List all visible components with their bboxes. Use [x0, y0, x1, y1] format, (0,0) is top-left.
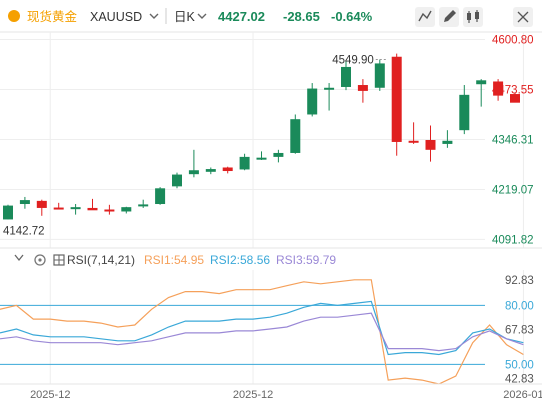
candle-body [256, 157, 267, 160]
time-tick-label: 2026-01 [503, 389, 542, 401]
edit-button[interactable] [439, 7, 459, 27]
rsi-series-line-rsi3 [0, 312, 524, 352]
rsi-grid [0, 270, 524, 384]
candle-body [36, 200, 47, 208]
candle-body [476, 80, 487, 85]
candle-body [104, 209, 115, 212]
rsi-axis: 92.83 80.00 67.83 50.00 42.83 [505, 275, 534, 385]
price-tick-label: 4091.82 [492, 234, 534, 246]
low-price-annotation: 4142.72 [3, 225, 45, 237]
symbol-dropdown-icon[interactable] [149, 13, 159, 19]
candle-body [459, 94, 470, 131]
candle-body [273, 152, 284, 157]
candle-body [408, 140, 419, 143]
rsi-grid-icon[interactable] [53, 254, 65, 266]
collapse-icon [517, 11, 529, 23]
candle-body [155, 188, 166, 205]
candle-body [493, 81, 504, 96]
time-tick-label: 2025-12 [30, 389, 70, 401]
candle-body [324, 87, 335, 90]
price-annotations: 4549.90 4142.72 [3, 55, 386, 237]
candle-body [53, 207, 64, 210]
price-tick-label: 4600.80 [492, 35, 534, 47]
chart-header: 现货黄金 XAUUSD 日K 4427.02 -28.65 -0.64% [8, 7, 533, 27]
candle-type-button[interactable] [463, 7, 483, 27]
rsi-series-line-rsi1 [0, 279, 524, 385]
candle-body [121, 207, 132, 212]
candle-body [172, 174, 182, 187]
candle-body [70, 207, 81, 210]
rsi-settings-icon[interactable] [34, 254, 46, 266]
instrument-name[interactable]: 现货黄金 [27, 9, 78, 24]
candle-body [307, 88, 318, 115]
candle-body [357, 85, 368, 91]
period-label[interactable]: 日K [174, 10, 196, 24]
candle-body [205, 169, 216, 172]
period-dropdown-icon[interactable] [197, 13, 207, 19]
rsi-tick-label: 42.83 [505, 373, 534, 385]
price-change-pct: -0.64% [331, 9, 373, 24]
indicator-icon [418, 10, 432, 22]
candle-body [510, 94, 520, 103]
rsi-lines [0, 279, 524, 385]
rsi-tick-label: 67.83 [505, 324, 534, 336]
gold-symbol-icon [8, 10, 20, 22]
price-change: -28.65 [283, 9, 320, 24]
rsi-collapse-icon[interactable] [14, 254, 24, 262]
candle-body [425, 140, 436, 150]
symbol-label[interactable]: XAUUSD [90, 10, 142, 24]
rsi-panel[interactable]: 92.83 80.00 67.83 50.00 42.83 [0, 270, 534, 385]
candle-body [374, 63, 385, 88]
candle-body [290, 119, 301, 153]
rsi-series-line-rsi2 [0, 300, 524, 356]
current-price: 4427.02 [218, 9, 265, 24]
time-axis: 2025-12 2025-12 2026-01 [0, 383, 542, 401]
rsi1-label: RSI1:54.95 [144, 253, 204, 267]
time-tick-label: 2025-12 [233, 389, 273, 401]
candle-body [87, 207, 98, 211]
price-tick-label: 4346.31 [492, 134, 534, 146]
candle-body [391, 56, 402, 142]
candle-body [19, 200, 30, 205]
high-price-annotation: 4549.90 [332, 55, 374, 67]
edit-icon [444, 10, 456, 22]
collapse-button[interactable] [513, 7, 533, 27]
indicator-button[interactable] [415, 7, 435, 27]
rsi2-label: RSI2:58.56 [210, 253, 270, 267]
candle-type-icon [467, 10, 479, 23]
candle-body [341, 66, 351, 87]
candle-body [138, 204, 149, 207]
candle-body [188, 170, 199, 175]
candle-body [3, 205, 13, 220]
rsi-header: RSI(7,14,21) RSI1:54.95 RSI2:58.56 RSI3:… [0, 247, 542, 267]
rsi-tick-label: 50.00 [505, 359, 534, 371]
candle-body [442, 140, 453, 144]
candle-body [239, 156, 250, 170]
rsi-tick-label: 92.83 [505, 275, 534, 287]
rsi-title: RSI(7,14,21) [67, 253, 135, 267]
rsi-tick-label: 80.00 [505, 300, 534, 312]
price-tick-label: 4219.07 [492, 184, 534, 196]
price-grid [0, 32, 524, 248]
rsi3-label: RSI3:59.79 [276, 253, 336, 267]
candle-body [222, 167, 233, 172]
candles [3, 53, 520, 220]
